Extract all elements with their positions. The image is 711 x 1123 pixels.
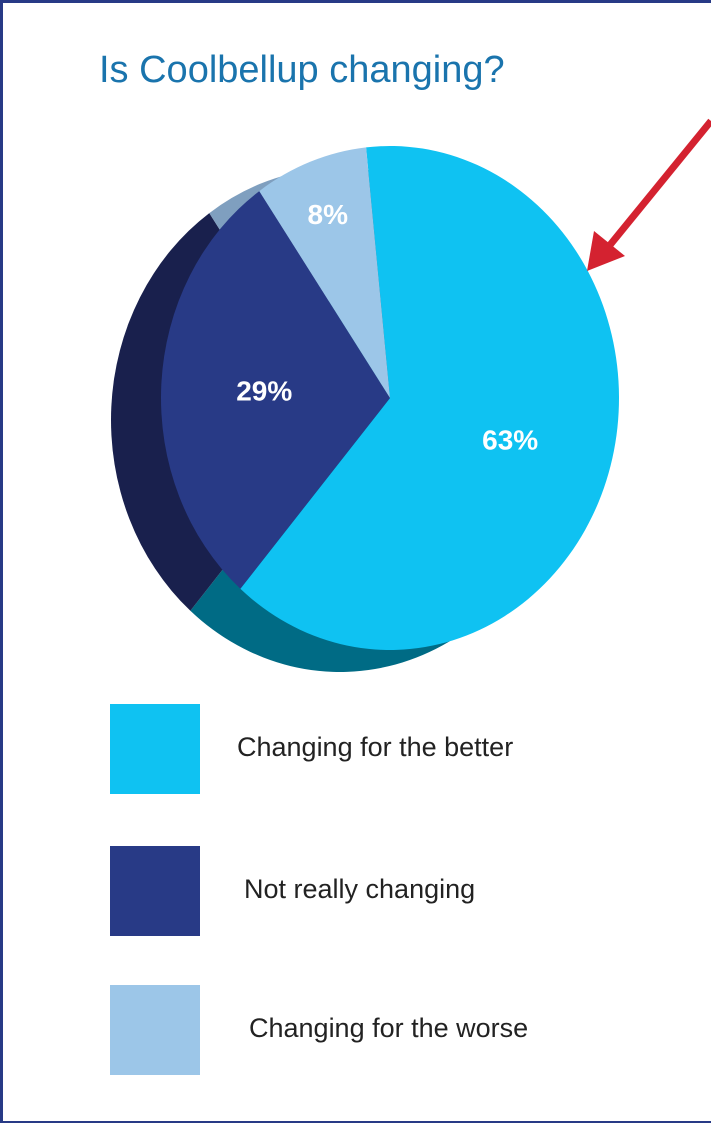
pie-labels: 63% 29% 8% xyxy=(236,199,538,456)
legend-item-worse: Changing for the worse xyxy=(110,985,610,1075)
legend-label-not-changing: Not really changing xyxy=(244,874,476,904)
legend-swatch-better xyxy=(110,704,200,794)
pie-chart: 63% 29% 8% xyxy=(110,118,711,673)
pie-slice-better xyxy=(240,146,619,650)
legend-swatch-worse xyxy=(110,985,200,1075)
red-arrow-icon xyxy=(587,118,711,271)
legend-item-not-changing: Not really changing xyxy=(110,846,610,936)
legend-label-worse: Changing for the worse xyxy=(249,1013,529,1043)
legend-swatch-not-changing xyxy=(110,846,200,936)
pie-slices xyxy=(160,146,619,650)
slice-label-not-changing: 29% xyxy=(236,376,292,407)
pie-slice-worse xyxy=(259,147,390,398)
slice-label-better: 63% xyxy=(482,424,538,455)
legend-label-better: Changing for the better xyxy=(237,732,514,762)
chart-title: Is Coolbellup changing? xyxy=(99,49,505,91)
slice-label-worse: 8% xyxy=(308,199,349,230)
legend-item-better: Changing for the better xyxy=(110,704,610,794)
pie-slice-not-changing xyxy=(160,191,390,589)
